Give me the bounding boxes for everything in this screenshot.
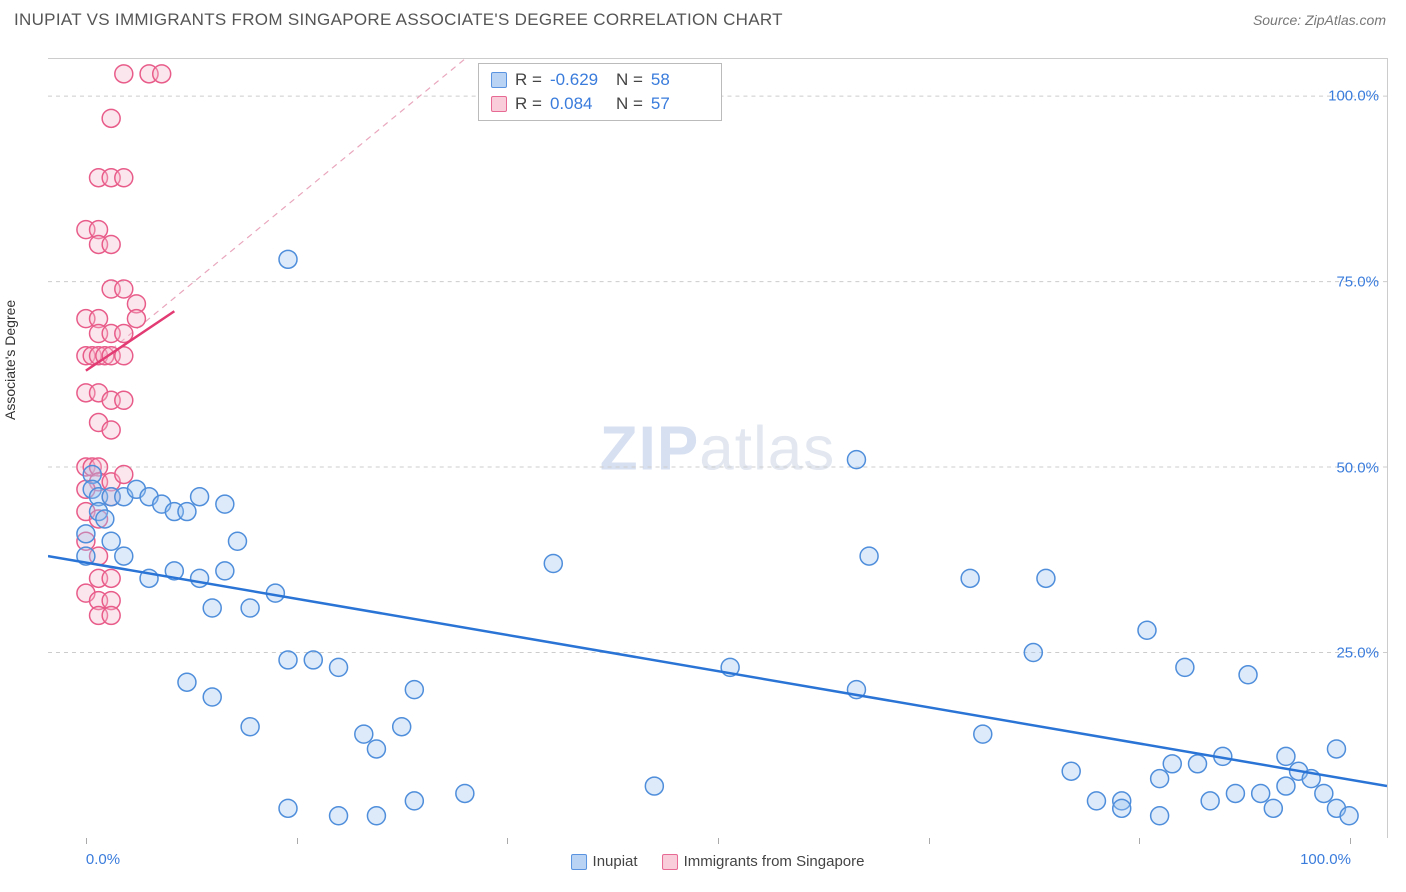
header: INUPIAT VS IMMIGRANTS FROM SINGAPORE ASS… <box>0 0 1406 36</box>
scatter-plot <box>48 59 1387 838</box>
source-name: ZipAtlas.com <box>1305 12 1386 28</box>
x-tick-mark <box>86 838 87 844</box>
x-tick-mark <box>718 838 719 844</box>
swatch-icon <box>491 96 507 112</box>
swatch-icon <box>571 854 587 870</box>
r-label: R = <box>515 70 542 90</box>
source-attribution: Source: ZipAtlas.com <box>1253 12 1386 28</box>
x-tick-mark <box>929 838 930 844</box>
x-tick-mark <box>297 838 298 844</box>
chart-area: ZIPatlas R = -0.629 N = 58 R = 0.084 N =… <box>48 58 1388 838</box>
y-axis-label: Associate's Degree <box>2 300 18 420</box>
legend-item: Inupiat <box>571 853 638 870</box>
stats-row: R = -0.629 N = 58 <box>491 68 709 92</box>
stats-box: R = -0.629 N = 58 R = 0.084 N = 57 <box>478 63 722 121</box>
r-value: 0.084 <box>550 94 608 114</box>
legend-label: Inupiat <box>593 853 638 870</box>
legend: Inupiat Immigrants from Singapore <box>571 853 865 870</box>
r-label: R = <box>515 94 542 114</box>
n-label: N = <box>616 70 643 90</box>
x-tick-mark <box>1350 838 1351 844</box>
swatch-icon <box>662 854 678 870</box>
n-value: 58 <box>651 70 709 90</box>
n-value: 57 <box>651 94 709 114</box>
stats-row: R = 0.084 N = 57 <box>491 92 709 116</box>
swatch-icon <box>491 72 507 88</box>
r-value: -0.629 <box>550 70 608 90</box>
y-tick-label: 25.0% <box>1336 645 1379 662</box>
x-tick-mark <box>1139 838 1140 844</box>
y-tick-label: 100.0% <box>1328 88 1379 105</box>
n-label: N = <box>616 94 643 114</box>
source-label: Source: <box>1253 12 1305 28</box>
x-tick-mark <box>507 838 508 844</box>
chart-title: INUPIAT VS IMMIGRANTS FROM SINGAPORE ASS… <box>14 10 783 30</box>
legend-label: Immigrants from Singapore <box>684 853 865 870</box>
y-tick-label: 50.0% <box>1336 459 1379 476</box>
y-tick-label: 75.0% <box>1336 273 1379 290</box>
x-tick-label: 0.0% <box>86 851 120 868</box>
x-tick-label: 100.0% <box>1300 851 1351 868</box>
legend-item: Immigrants from Singapore <box>662 853 865 870</box>
